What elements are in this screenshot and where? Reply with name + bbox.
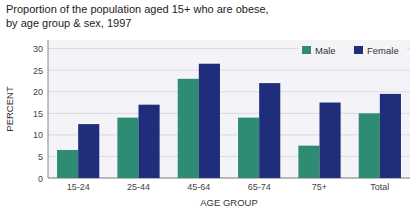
- y-tick-label: 5: [38, 152, 43, 162]
- x-tick-label: Total: [370, 182, 389, 192]
- title: Proportion of the population aged 15+ wh…: [6, 3, 269, 15]
- x-tick-label: 15-24: [67, 182, 90, 192]
- grid-line: [48, 156, 410, 157]
- x-axis-label: AGE GROUP: [200, 197, 258, 208]
- chart-container: Proportion of the population aged 15+ wh…: [0, 0, 420, 219]
- legend-label: Male: [315, 45, 336, 56]
- bar: [320, 103, 341, 178]
- y-tick-label: 15: [33, 109, 43, 119]
- subtitle: by age group & sex, 1997: [6, 17, 131, 29]
- x-tick-label: 45-64: [187, 182, 210, 192]
- bar: [298, 146, 319, 178]
- x-axis-line: [48, 178, 410, 179]
- legend-label: Female: [367, 45, 399, 56]
- bar: [139, 105, 160, 178]
- x-axis: 15-24 25-44 45-64 65-74 75+ Total: [67, 182, 390, 192]
- legend-background: [299, 43, 407, 57]
- x-tick-label: 25-44: [127, 182, 150, 192]
- x-tick-label: 75+: [312, 182, 327, 192]
- chart: Proportion of the population aged 15+ wh…: [0, 0, 420, 219]
- bar: [359, 113, 380, 178]
- legend: Male Female: [299, 43, 407, 57]
- bar: [199, 64, 220, 178]
- grid-line: [48, 70, 410, 71]
- bars: [57, 64, 401, 178]
- grid-line: [48, 91, 410, 92]
- y-tick-label: 30: [33, 44, 43, 54]
- legend-swatch: [302, 46, 311, 54]
- y-axis-label: PERCENT: [4, 86, 15, 132]
- bar: [117, 118, 138, 178]
- grid-line: [48, 134, 410, 135]
- bar: [178, 79, 199, 178]
- x-tick-label: 65-74: [248, 182, 271, 192]
- bar: [380, 94, 401, 178]
- grid-line: [48, 113, 410, 114]
- y-tick-label: 20: [33, 87, 43, 97]
- y-tick-label: 0: [38, 174, 43, 184]
- bar: [238, 118, 259, 178]
- y-axis-line: [48, 40, 49, 178]
- bar: [259, 83, 280, 178]
- grid-line: [48, 178, 410, 179]
- bar: [78, 124, 99, 178]
- y-tick-label: 10: [33, 130, 43, 140]
- y-axis: 0 5 10 15 20 25 30: [33, 44, 410, 183]
- y-tick-label: 25: [33, 66, 43, 76]
- bar: [57, 150, 78, 178]
- plot-area: [48, 40, 410, 178]
- legend-swatch: [354, 46, 363, 54]
